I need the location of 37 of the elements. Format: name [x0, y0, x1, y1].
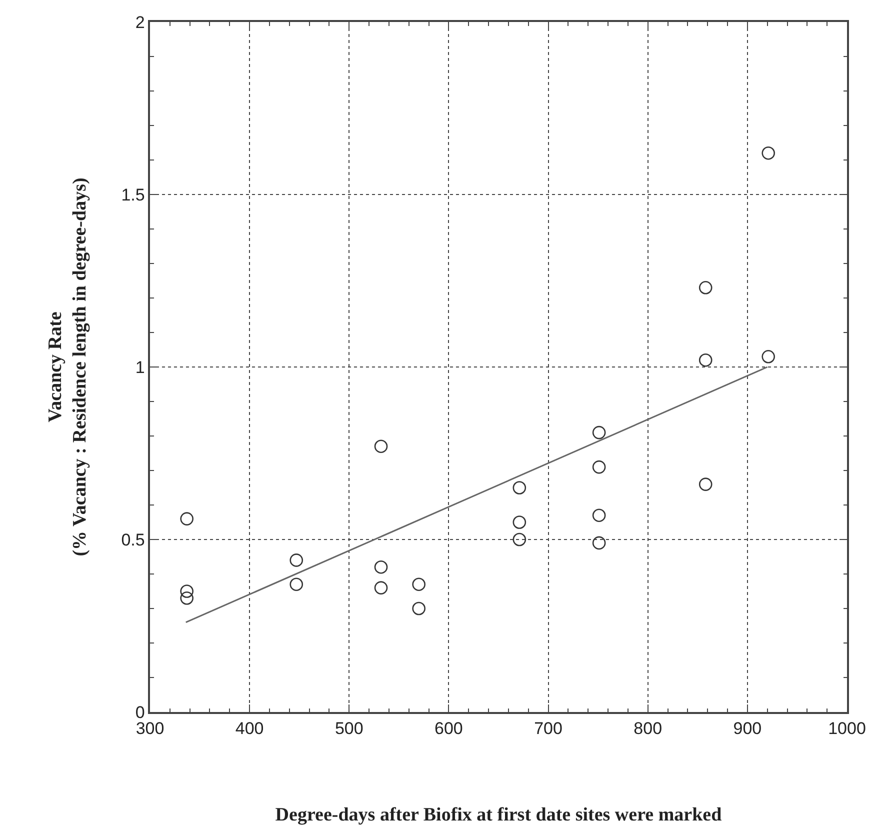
x-tick-label: 500: [334, 719, 364, 738]
point: [592, 426, 606, 440]
point: [290, 554, 304, 567]
point: [290, 578, 304, 591]
point: [762, 350, 775, 364]
point: [698, 353, 712, 367]
point: [698, 478, 712, 491]
point: [374, 560, 388, 574]
point: [592, 460, 606, 474]
point: [592, 508, 606, 522]
point: [180, 512, 194, 526]
y-tick-label: 0.5: [121, 530, 145, 550]
x-axis-title: Degree-days after Biofix at first date sites were marked: [275, 804, 722, 826]
y-tick-label: 0: [135, 702, 145, 722]
x-tick-label: 600: [434, 719, 463, 738]
x-tick-label: 300: [136, 719, 164, 738]
point: [412, 578, 426, 591]
point: [698, 281, 712, 294]
x-tick-label: 400: [235, 719, 264, 738]
x-tick-label: 700: [534, 719, 562, 738]
y-axis-title: Vacancy Rate (% Vacancy : Residence length in degree-days): [44, 178, 91, 556]
point: [180, 592, 194, 605]
point: [512, 516, 526, 529]
point: [762, 146, 775, 160]
point: [374, 581, 388, 594]
x-tick-label: 900: [733, 719, 762, 738]
y-tick-label: 1.5: [121, 185, 145, 204]
point: [180, 584, 194, 598]
y-tick-label: 1: [135, 358, 145, 377]
x-tick-label: 800: [634, 719, 662, 738]
point: [374, 440, 388, 453]
point: [512, 481, 526, 494]
x-tick-label: 1000: [828, 719, 866, 738]
point: [592, 536, 606, 550]
point: [412, 602, 426, 616]
point: [512, 532, 526, 546]
y-tick-label: 2: [135, 12, 145, 32]
